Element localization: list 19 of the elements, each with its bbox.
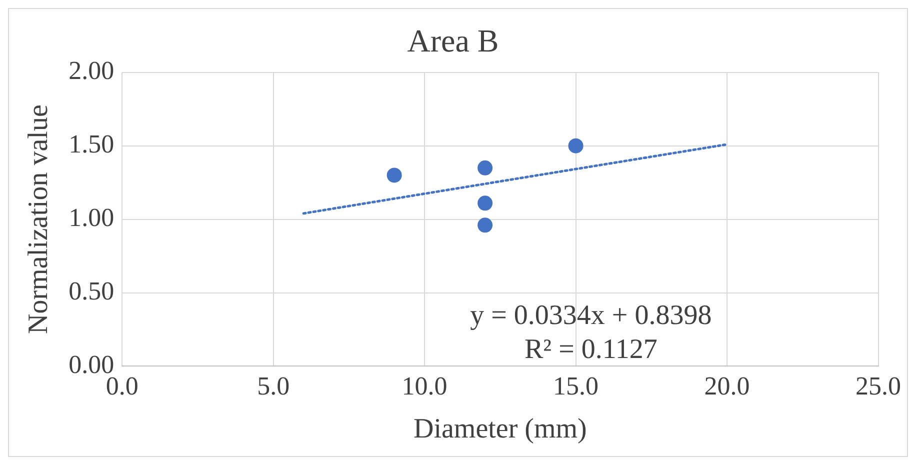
y-axis-title: Normalization value bbox=[23, 104, 54, 334]
x-tick-label: 10.0 bbox=[402, 372, 448, 401]
x-axis-title: Diameter (mm) bbox=[413, 414, 587, 445]
chart-title: Area B bbox=[407, 22, 499, 59]
x-tick-label: 20.0 bbox=[704, 372, 750, 401]
point bbox=[478, 218, 493, 233]
y-tick-label: 0.50 bbox=[68, 276, 114, 306]
x-tick-label: 15.0 bbox=[553, 372, 599, 401]
y-tick-label: 1.50 bbox=[68, 130, 114, 159]
point bbox=[386, 168, 402, 183]
point bbox=[478, 196, 493, 211]
y-tick-label: 1.00 bbox=[68, 203, 114, 232]
annotation: y = 0.0334x + 0.8398 bbox=[470, 300, 712, 332]
y-tick-label: 2.00 bbox=[68, 56, 114, 86]
point bbox=[568, 138, 584, 154]
x-tick-label: 5.0 bbox=[257, 372, 290, 401]
annotation: R² = 0.1127 bbox=[524, 334, 658, 366]
x-tick-label: 25.0 bbox=[856, 372, 901, 401]
point bbox=[478, 160, 493, 176]
